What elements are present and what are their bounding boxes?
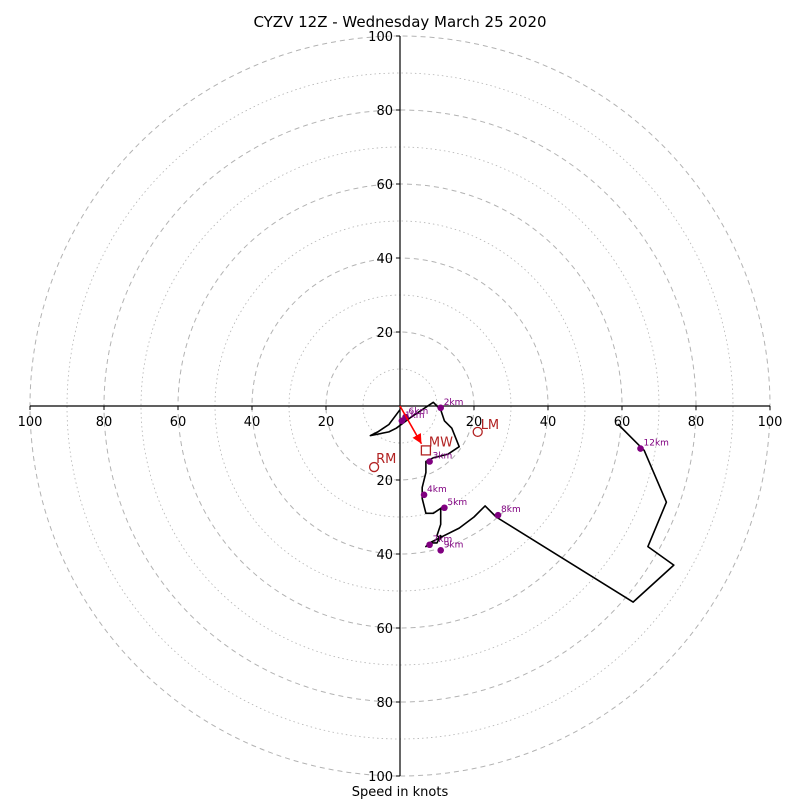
y-tick-label-top: 100 <box>368 30 393 45</box>
x-tick-label: 100 <box>18 415 43 430</box>
height-label-3km: 3km <box>433 452 453 462</box>
height-marker-8km <box>494 511 502 519</box>
y-tick-label-top: 40 <box>376 252 393 267</box>
mean-wind-label: MW <box>429 435 453 450</box>
x-tick-label: 20 <box>318 415 335 430</box>
mean-wind-vector <box>399 405 423 445</box>
height-label-1km: 1km <box>405 411 425 421</box>
height-marker-7km <box>426 541 433 549</box>
y-tick-label-top: 60 <box>376 178 393 193</box>
height-marker-12km <box>637 445 644 452</box>
y-tick-label-bottom: 60 <box>376 622 393 637</box>
height-marker-4km <box>420 491 428 499</box>
chart-title: CYZV 12Z - Wednesday March 25 2020 <box>253 13 546 31</box>
height-label-2km: 2km <box>444 398 464 408</box>
left-mover-label: LM <box>481 418 499 433</box>
height-marker-3km <box>426 458 433 465</box>
storm-motion-group: MW LM RM <box>368 405 499 473</box>
x-tick-label: 100 <box>758 415 783 430</box>
x-axis-label: Speed in knots <box>352 785 449 800</box>
hodograph-trace-group <box>369 401 675 603</box>
y-tick-label-bottom: 80 <box>376 696 393 711</box>
y-tick-label-top: 20 <box>376 326 393 341</box>
x-tick-label: 60 <box>614 415 631 430</box>
mean-wind-square <box>420 445 432 456</box>
y-tick-label-bottom: 40 <box>376 548 393 563</box>
right-mover-label: RM <box>376 452 396 467</box>
tick-labels: 100 80 60 40 20 20 40 60 80 100 100 80 60 40 20 20 40 60 8… <box>18 30 783 785</box>
x-tick-label: 40 <box>540 415 557 430</box>
height-label-8km: 8km <box>501 505 521 515</box>
y-tick-label-bottom: 20 <box>376 474 393 489</box>
x-tick-label: 60 <box>170 415 187 430</box>
height-label-12km: 12km <box>644 439 669 449</box>
height-label-5km: 5km <box>447 498 467 508</box>
x-tick-label: 20 <box>466 415 483 430</box>
height-marker-5km <box>441 504 448 512</box>
height-label-4km: 4km <box>427 485 447 495</box>
hodograph-line <box>369 401 675 603</box>
y-tick-label-top: 80 <box>376 104 393 119</box>
x-tick-label: 80 <box>96 415 113 430</box>
height-marker-9km <box>437 547 445 554</box>
height-label-6km: 6km <box>409 407 429 417</box>
height-marker-2km <box>437 404 445 412</box>
height-label-9km: 9km <box>444 540 464 550</box>
y-tick-label-bottom: 100 <box>368 770 393 785</box>
height-marker-1km <box>398 417 406 425</box>
right-mover-circle <box>368 461 380 473</box>
x-tick-label: 80 <box>688 415 705 430</box>
height-label-7km: 7km <box>433 535 453 545</box>
left-mover-circle <box>472 426 483 438</box>
x-tick-label: 40 <box>244 415 261 430</box>
